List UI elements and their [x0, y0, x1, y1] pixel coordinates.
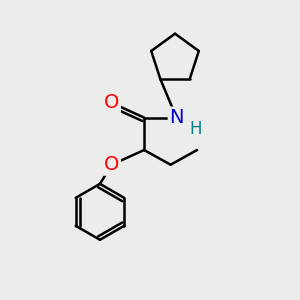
- Text: O: O: [104, 155, 119, 174]
- Text: N: N: [169, 108, 184, 127]
- Text: O: O: [104, 93, 119, 112]
- Text: H: H: [189, 120, 202, 138]
